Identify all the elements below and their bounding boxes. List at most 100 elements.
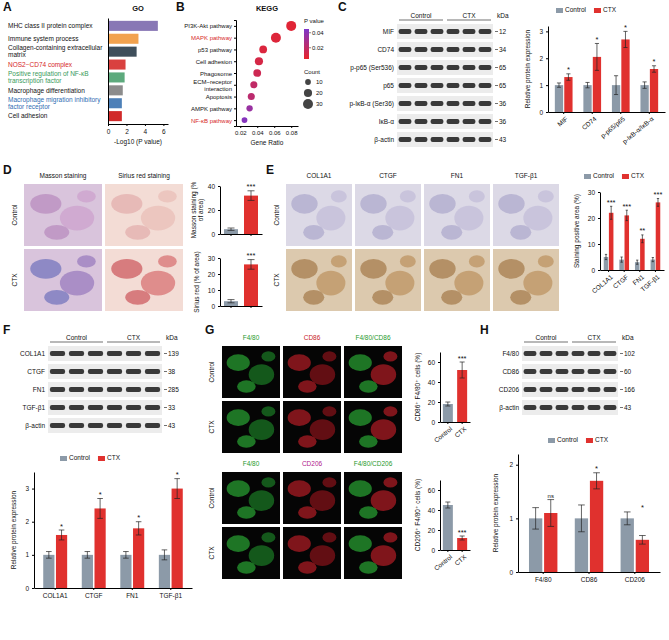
axis-line xyxy=(221,234,263,235)
tick-label: 0.06 xyxy=(269,130,281,136)
tick: 0.08 xyxy=(286,126,298,136)
marker-size: 43 xyxy=(168,422,176,429)
tick-mark xyxy=(234,38,236,39)
chart-title: KEGG xyxy=(256,4,278,13)
bar xyxy=(108,34,138,44)
category-tick xyxy=(231,234,232,236)
marker-size: 43 xyxy=(499,136,507,143)
tick: 20 xyxy=(208,271,220,278)
axis-line xyxy=(600,193,601,271)
legend-title: P value xyxy=(304,18,325,24)
axis-line xyxy=(601,270,665,271)
bar xyxy=(108,47,137,57)
stain-region xyxy=(249,490,275,511)
tick-label: CTGF xyxy=(612,273,630,290)
blot-strip xyxy=(48,400,162,415)
stain-region xyxy=(141,271,175,296)
western-blot: ControlCTXkDaF4/80102CD8660CD206166β-act… xyxy=(499,334,635,415)
legend-swatch xyxy=(584,174,591,179)
tick-label: Positive regulation of NF-κBtranscriptio… xyxy=(8,70,89,85)
blot-band xyxy=(524,387,537,392)
stain-region xyxy=(261,477,275,487)
stain-region xyxy=(316,206,345,231)
stain-region xyxy=(385,271,414,296)
axis-line xyxy=(519,572,661,573)
marker-dash xyxy=(495,85,498,86)
row-label: p65 xyxy=(383,82,394,90)
axis-line xyxy=(220,187,221,235)
legend-label: 20 xyxy=(316,90,323,96)
significance: *** xyxy=(458,354,467,363)
group-bracket xyxy=(447,20,491,21)
panel-letter: H xyxy=(480,323,489,337)
stain-region xyxy=(261,532,275,542)
row-label: CTX xyxy=(273,273,280,287)
marker-size: 38 xyxy=(168,368,176,375)
stain-region xyxy=(141,206,175,231)
stain-region xyxy=(349,354,372,371)
group-label: CTX xyxy=(127,334,141,341)
blot-strip xyxy=(397,24,493,39)
micrograph xyxy=(424,184,490,246)
column-header: F4/80/CD86 xyxy=(355,334,390,341)
category-tick: CD206 xyxy=(625,572,646,583)
blot-band xyxy=(431,101,444,106)
blot-strip xyxy=(397,132,493,147)
stain-region xyxy=(429,259,455,279)
column-header: CD206 xyxy=(302,460,323,467)
blot-band xyxy=(479,137,492,142)
blot-band xyxy=(572,351,585,356)
column-header: Masson staining xyxy=(40,172,87,180)
tick-mark xyxy=(234,120,236,121)
blot-band xyxy=(431,83,444,88)
stain-region xyxy=(510,225,531,240)
error-bar xyxy=(174,479,180,499)
blot-band xyxy=(50,405,65,410)
tick-label: Apoptosis xyxy=(206,94,232,100)
legend-label: CTX xyxy=(631,172,645,179)
blot-band xyxy=(463,47,476,52)
blot-band xyxy=(415,137,428,142)
dot xyxy=(253,69,261,77)
tick-mark xyxy=(132,588,133,590)
legend-label: Control xyxy=(593,172,615,179)
group-bracket xyxy=(572,342,616,343)
row-label: Control xyxy=(11,204,18,226)
category-tick: Apoptosis xyxy=(206,94,236,100)
tick-mark xyxy=(639,270,640,272)
row-label: COL1A1 xyxy=(20,350,45,357)
tick-label: CTX xyxy=(453,425,468,439)
bar xyxy=(640,239,645,270)
bar xyxy=(555,85,563,112)
tick-mark xyxy=(546,31,548,32)
blot-band xyxy=(447,47,460,52)
tick-label: 4 xyxy=(144,128,148,135)
row-label: CTX xyxy=(11,273,18,287)
marker-size: 36 xyxy=(499,118,507,125)
error-bar xyxy=(123,552,129,559)
tick-label: COL1A1 xyxy=(43,592,68,599)
blot-band xyxy=(69,387,84,392)
image-grid: COL1A1CTGFFN1TGF-β1ControlCTX xyxy=(273,172,559,311)
blot-band xyxy=(479,119,492,124)
tick-label: 40 xyxy=(208,183,216,190)
tick: 40 xyxy=(428,507,440,514)
bar xyxy=(650,69,658,112)
blot-strip xyxy=(397,42,493,57)
micrograph-bg xyxy=(222,472,280,524)
tick-mark xyxy=(234,61,236,62)
image-grid: F4/80CD206F4/80/CD206ControlCTX xyxy=(208,460,402,579)
category-tick: CTGF xyxy=(612,270,630,290)
tick: 0 xyxy=(509,569,518,576)
bar xyxy=(621,39,629,112)
tick-mark xyxy=(218,290,220,291)
micrograph-bg xyxy=(222,401,280,453)
stain-region xyxy=(383,406,397,416)
category-tick: AMPK pathway xyxy=(191,106,236,112)
micrograph xyxy=(283,527,341,579)
tick-mark xyxy=(218,210,220,211)
tick-mark xyxy=(447,422,448,424)
tick-label: 20 xyxy=(428,527,436,534)
error-bar xyxy=(248,191,255,201)
dot xyxy=(242,117,248,123)
